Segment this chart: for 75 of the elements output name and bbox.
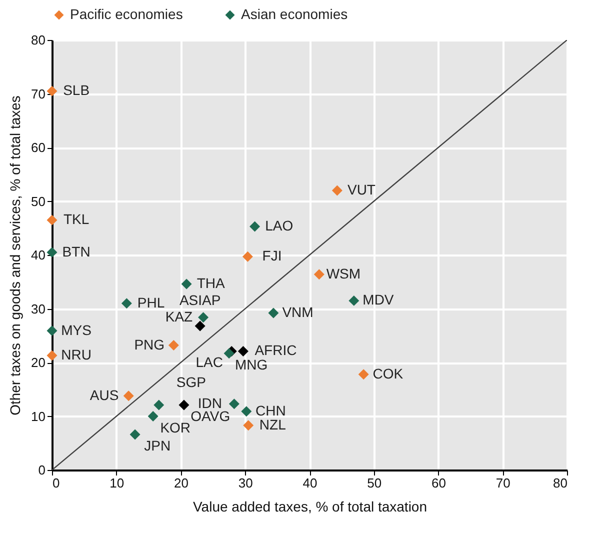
point [154,400,164,410]
annotation: PHL [137,294,165,310]
point [243,420,254,431]
point [348,295,360,306]
annotation: SGP [176,374,206,390]
point [46,214,58,226]
annotation: LAC [196,354,223,370]
point [130,429,140,440]
annotation: NRU [61,346,92,363]
annotation: MDV [362,292,394,308]
y-tick-label: 80 [31,32,46,48]
point [46,350,58,361]
x-tick-label: 50 [367,476,382,490]
y-tick-label: 0 [38,462,46,478]
point [148,411,158,422]
y-tick-label: 40 [31,248,46,262]
point [224,348,234,359]
point [46,326,58,336]
annotation: PNG [134,336,165,352]
annotation: ASIAP [179,292,221,308]
annotation: THA [196,275,226,292]
legend-label: Pacific economies [70,6,183,22]
annotation: AUS [90,386,119,403]
y-tick-label: 50 [31,194,46,209]
point [268,308,279,318]
annotation: SLB [63,82,90,98]
annotation: KOR [160,419,191,436]
point [46,86,58,96]
point [194,320,206,332]
point [228,398,240,410]
annotation: MYS [61,322,92,338]
y-tick-label: 60 [31,140,46,155]
point [46,247,58,258]
point [181,278,192,290]
annotation: BTN [62,243,90,260]
y-tick-label: 10 [31,408,46,424]
point [198,312,209,323]
point [121,298,132,309]
annotation: VNM [282,304,314,320]
annotation: WSM [326,265,361,282]
point [250,221,260,232]
point [314,269,324,280]
annotation: KAZ [165,308,194,324]
annotation: FJI [262,248,282,264]
point [242,251,253,262]
annotation: TKL [63,211,90,228]
x-tick-label: 80 [553,476,568,490]
point [178,400,190,410]
x-tick-label: 20 [174,476,188,490]
legend-label: Asian economies [241,6,348,22]
x-tick-label: 60 [432,476,446,490]
annotation: COK [372,365,404,382]
annotation: AFRIC [254,342,297,358]
point [358,369,369,380]
x-tick-label: 10 [110,476,124,490]
point [123,390,134,402]
y-tick-label: 70 [31,86,46,102]
annotation: JPN [144,438,171,454]
x-tick-label: 0 [52,476,60,490]
x-tick-label: 40 [302,476,318,490]
point [238,346,248,356]
y-tick-label: 20 [31,355,46,370]
point [241,406,252,417]
x-tick-label: 30 [238,476,253,490]
y-axis-title: Other taxes on goods and services, % of total taxes [7,96,24,416]
annotation: VUT [347,182,376,198]
x-tick-label: 70 [496,476,510,490]
point [168,340,179,351]
annotation: NZL [259,416,286,432]
y-tick-label: 30 [31,301,46,316]
annotation: CHN [256,402,286,418]
annotation: MNG [234,356,268,372]
x-axis-title: Value added taxes, % of total taxation [192,498,428,514]
point [332,185,342,196]
annotation: LAO [265,218,294,234]
